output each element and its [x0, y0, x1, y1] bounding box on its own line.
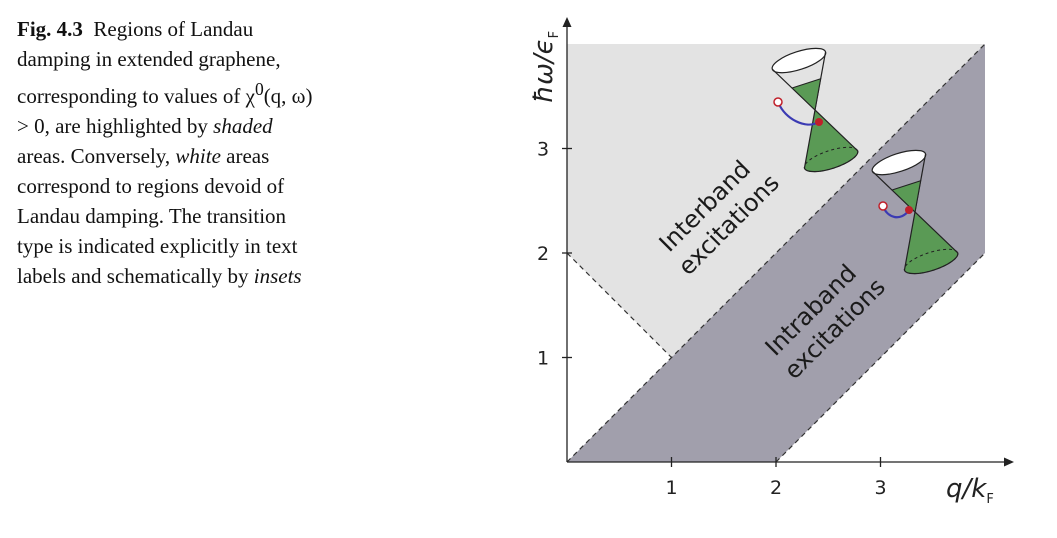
caption-label: Fig. 4.3 [17, 17, 83, 41]
caption-emphasis-shaded: shaded [213, 114, 273, 138]
interband-inset [771, 47, 859, 173]
interband-electron-dot [815, 118, 823, 126]
y-tick-label-2: 2 [537, 243, 549, 265]
axis-ticks: 1 2 3 1 2 3 [537, 139, 887, 500]
lower-cone-rim-ellipse [803, 146, 859, 173]
caption-text-3: areas. Conversely, [17, 144, 176, 168]
x-axis-label: q/kF [946, 474, 994, 507]
axes [562, 17, 1014, 467]
boundary-line-2 [775, 252, 986, 463]
x-tick-label-3: 3 [874, 477, 886, 499]
caption-superscript: 0 [254, 79, 264, 99]
interband-hole-dot [773, 97, 783, 107]
x-tick-label-1: 1 [665, 477, 677, 499]
y-tick-label-1: 1 [537, 348, 549, 370]
intraband-electron-dot [905, 206, 913, 214]
caption-text-4: areas correspond to regions devoid of La… [17, 144, 298, 288]
y-axis-label: ħω/ϵF [529, 31, 562, 103]
lower-cone-fermi-fill [891, 180, 922, 214]
intraband-hole-dot [878, 201, 888, 211]
lower-cone-fermi-fill [791, 78, 822, 112]
caption-emphasis-white: white [175, 144, 221, 168]
upper-cone-rim-ellipse [871, 149, 927, 176]
caption-text-1: Regions of Landau damping in extended gr… [17, 17, 281, 108]
x-tick-label-2: 2 [770, 477, 782, 499]
figure-caption: Fig. 4.3 Regions of Landau damping in ex… [17, 14, 317, 291]
caption-emphasis-insets: insets [253, 264, 302, 288]
interband-region [567, 44, 985, 358]
region-boundaries [566, 43, 986, 463]
y-tick-label-3: 3 [537, 139, 549, 161]
x-axis-arrowhead [1004, 457, 1014, 467]
caption-text-2: (q, ω) > 0, are highlighted by [17, 84, 313, 138]
y-axis-arrowhead [562, 17, 572, 27]
boundary-line-3 [566, 252, 672, 358]
intraband-inset [871, 149, 959, 275]
lower-cone-rim-ellipse [903, 248, 959, 275]
